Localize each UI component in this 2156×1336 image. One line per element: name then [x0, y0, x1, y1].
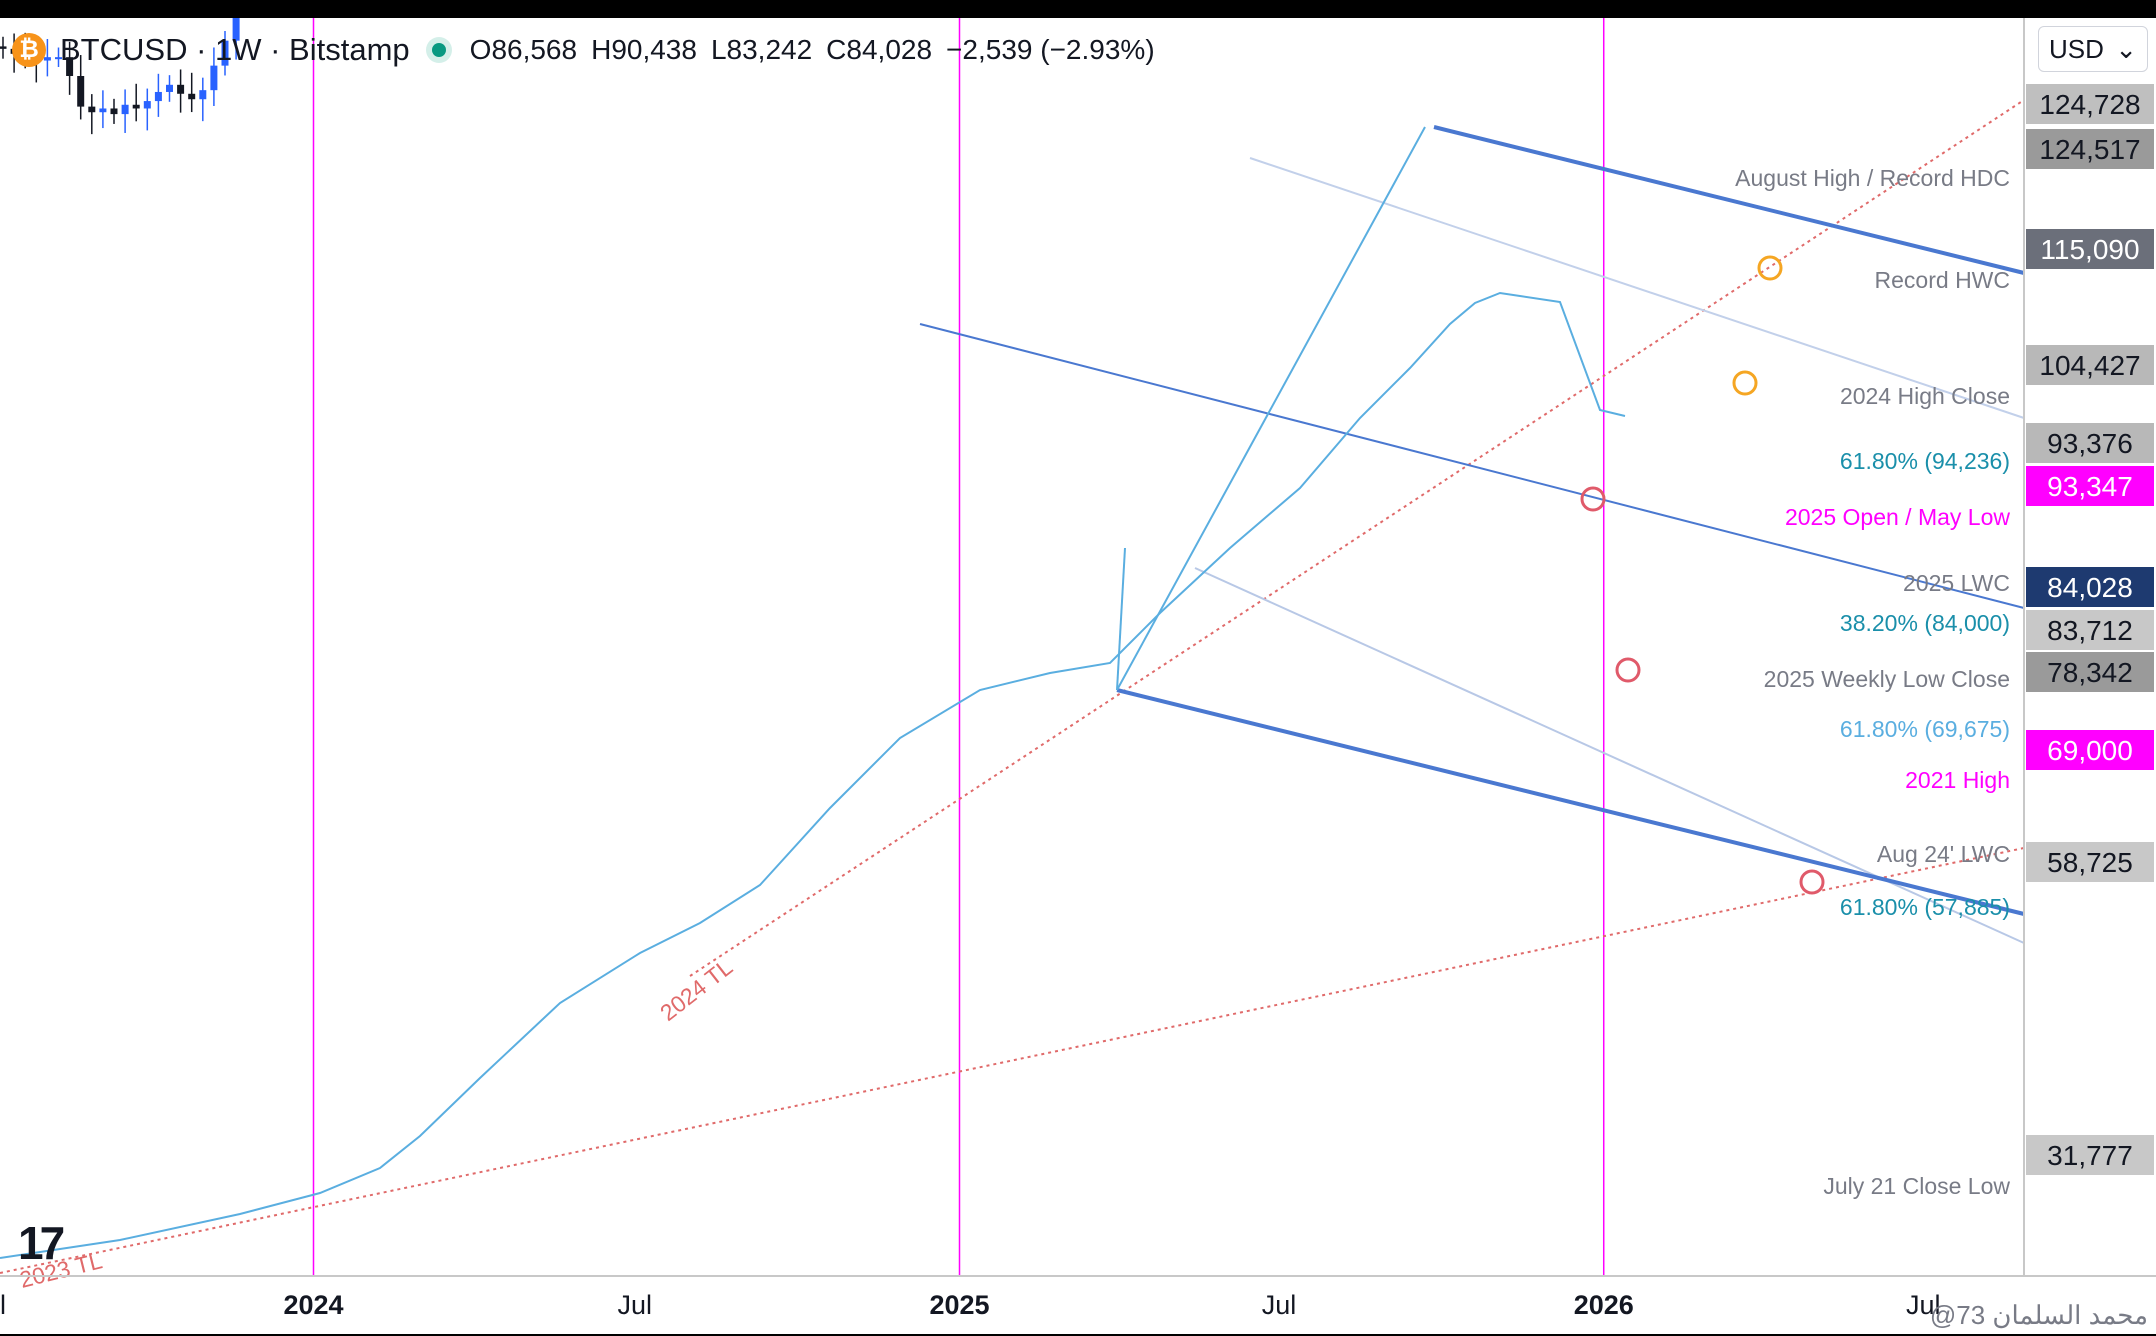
low-value: 83,242 [726, 34, 813, 65]
candle-body [0, 46, 7, 49]
price-label-box [2026, 423, 2154, 463]
chevron-down-icon: ⌄ [2115, 33, 2137, 64]
channel-mid-light [1249, 157, 2025, 419]
price-label-text: 84,028 [2047, 572, 2133, 603]
candle-body [55, 57, 62, 60]
price-label-text: 124,728 [2039, 89, 2140, 120]
price-label-box [2026, 1135, 2154, 1175]
price-label-box [2026, 84, 2154, 124]
price-label-box [2026, 345, 2154, 385]
watermark: @73 محمد السلمان [1929, 1300, 2148, 1330]
price-label-box [2026, 652, 2154, 692]
price-label-text: 31,777 [2047, 1140, 2133, 1171]
level-annotation-label: Aug 24' LWC [1877, 841, 2010, 867]
level-annotation-label: Record HWC [1875, 267, 2010, 293]
channel-top-bold [1433, 125, 2025, 275]
candle-body [121, 104, 129, 115]
price-label-box [2026, 466, 2154, 506]
symbol-header: ₿ BTCUSD · 1W · Bitstamp O86,568 H90,438… [12, 28, 1155, 72]
currency-value: USD [2049, 33, 2104, 64]
price-label-box [2026, 567, 2154, 607]
price-label-text: 69,000 [2047, 735, 2133, 766]
candle-body [43, 57, 51, 61]
candle-body [199, 90, 207, 100]
time-axis-label: 2025 [929, 1290, 989, 1320]
candle-body [177, 84, 185, 94]
symbol-title[interactable]: BTCUSD · 1W · Bitstamp [60, 32, 410, 67]
time-axis-label: Jul [0, 1290, 6, 1320]
level-annotation-label: 2025 LWC [1903, 570, 2010, 596]
open-value: 86,568 [491, 34, 578, 65]
orange-circle-marker [1757, 255, 1783, 281]
candle-body [232, 18, 240, 41]
candle-body [154, 91, 162, 102]
price-label-text: 93,347 [2047, 471, 2133, 502]
level-annotation-label: August High / Record HDC [1735, 165, 2010, 191]
candle-body [210, 65, 218, 91]
price-label-box [2026, 129, 2154, 169]
price-label-box [2026, 842, 2154, 882]
candle-body [110, 108, 118, 115]
channel-bottom-bold [1116, 688, 2025, 916]
price-label-box [2026, 229, 2154, 269]
close-value: 84,028 [846, 34, 933, 65]
time-axis-label: Jul [617, 1290, 652, 1320]
level-annotation-label: 61.80% (69,675) [1840, 716, 2010, 742]
price-label-text: 124,517 [2039, 134, 2140, 165]
market-status-icon [431, 43, 446, 57]
close-label: C [826, 34, 847, 65]
time-axis-label: 2024 [283, 1290, 343, 1320]
candle-body [188, 93, 196, 100]
price-label-box [2026, 730, 2154, 770]
candle-body [132, 104, 140, 109]
price-label-text: 83,712 [2047, 615, 2133, 646]
pitchfork-handle [1116, 126, 1426, 691]
candle-body [143, 101, 151, 109]
level-annotation-label: July 21 Close Low [1823, 1173, 2010, 1199]
orange-circle-marker [1732, 370, 1758, 396]
level-annotation-label: 61.80% (94,236) [1840, 448, 2010, 474]
candle-body [221, 40, 229, 66]
open-label: O [469, 34, 492, 65]
time-axis-label: 2026 [1574, 1290, 1634, 1320]
change-value: −2,539 (−2.93%) [946, 34, 1155, 65]
time-axis-label: Jul [1906, 1290, 1941, 1320]
bitcoin-icon: ₿ [12, 33, 46, 67]
ohlc-readout: O86,568 H90,438 L83,242 C84,028 −2,539 (… [470, 34, 1155, 66]
pitchfork-handle-short [1116, 547, 1126, 691]
low-label: L [710, 34, 727, 65]
candle-body [166, 84, 173, 92]
level-annotation-label: 2024 High Close [1840, 383, 2010, 409]
level-annotation-label: 2025 Open / May Low [1785, 504, 2010, 530]
high-label: H [591, 34, 612, 65]
trendline-2023 [0, 847, 2025, 1274]
price-label-text: 115,090 [2040, 234, 2139, 265]
price-label-box [2026, 610, 2154, 650]
moving-average-line [0, 291, 1626, 1259]
red-circle-marker [1615, 657, 1641, 683]
currency-select[interactable]: USD ⌄ [2038, 26, 2148, 72]
time-axis-label: Jul [1262, 1290, 1297, 1320]
candle-body [99, 108, 107, 113]
price-label-text: 58,725 [2047, 847, 2133, 878]
level-annotation-label: 2025 Weekly Low Close [1764, 666, 2010, 692]
tradingview-logo-icon: 17 [18, 1217, 65, 1269]
price-label-text: 93,376 [2047, 428, 2133, 459]
level-annotation-label: 38.20% (84,000) [1840, 610, 2010, 636]
price-label-text: 104,427 [2039, 350, 2140, 381]
candle-body [77, 75, 85, 107]
red-circle-marker [1799, 869, 1825, 895]
level-annotation-label: 2021 High [1905, 767, 2010, 793]
price-label-text: 78,342 [2047, 657, 2133, 688]
red-circle-marker [1580, 486, 1606, 512]
candle-body [88, 106, 96, 113]
channel-upper-thin [919, 323, 2025, 609]
chart-window: August High / Record HDC Record HWC 2024 H… [0, 18, 2156, 1334]
level-annotation-label: 61.80% (57,885) [1840, 894, 2010, 920]
candle-body [66, 57, 74, 76]
plot-background [0, 18, 2156, 1334]
price-chart[interactable]: August High / Record HDC Record HWC 2024 H… [0, 18, 2156, 1334]
high-value: 90,438 [611, 34, 697, 65]
